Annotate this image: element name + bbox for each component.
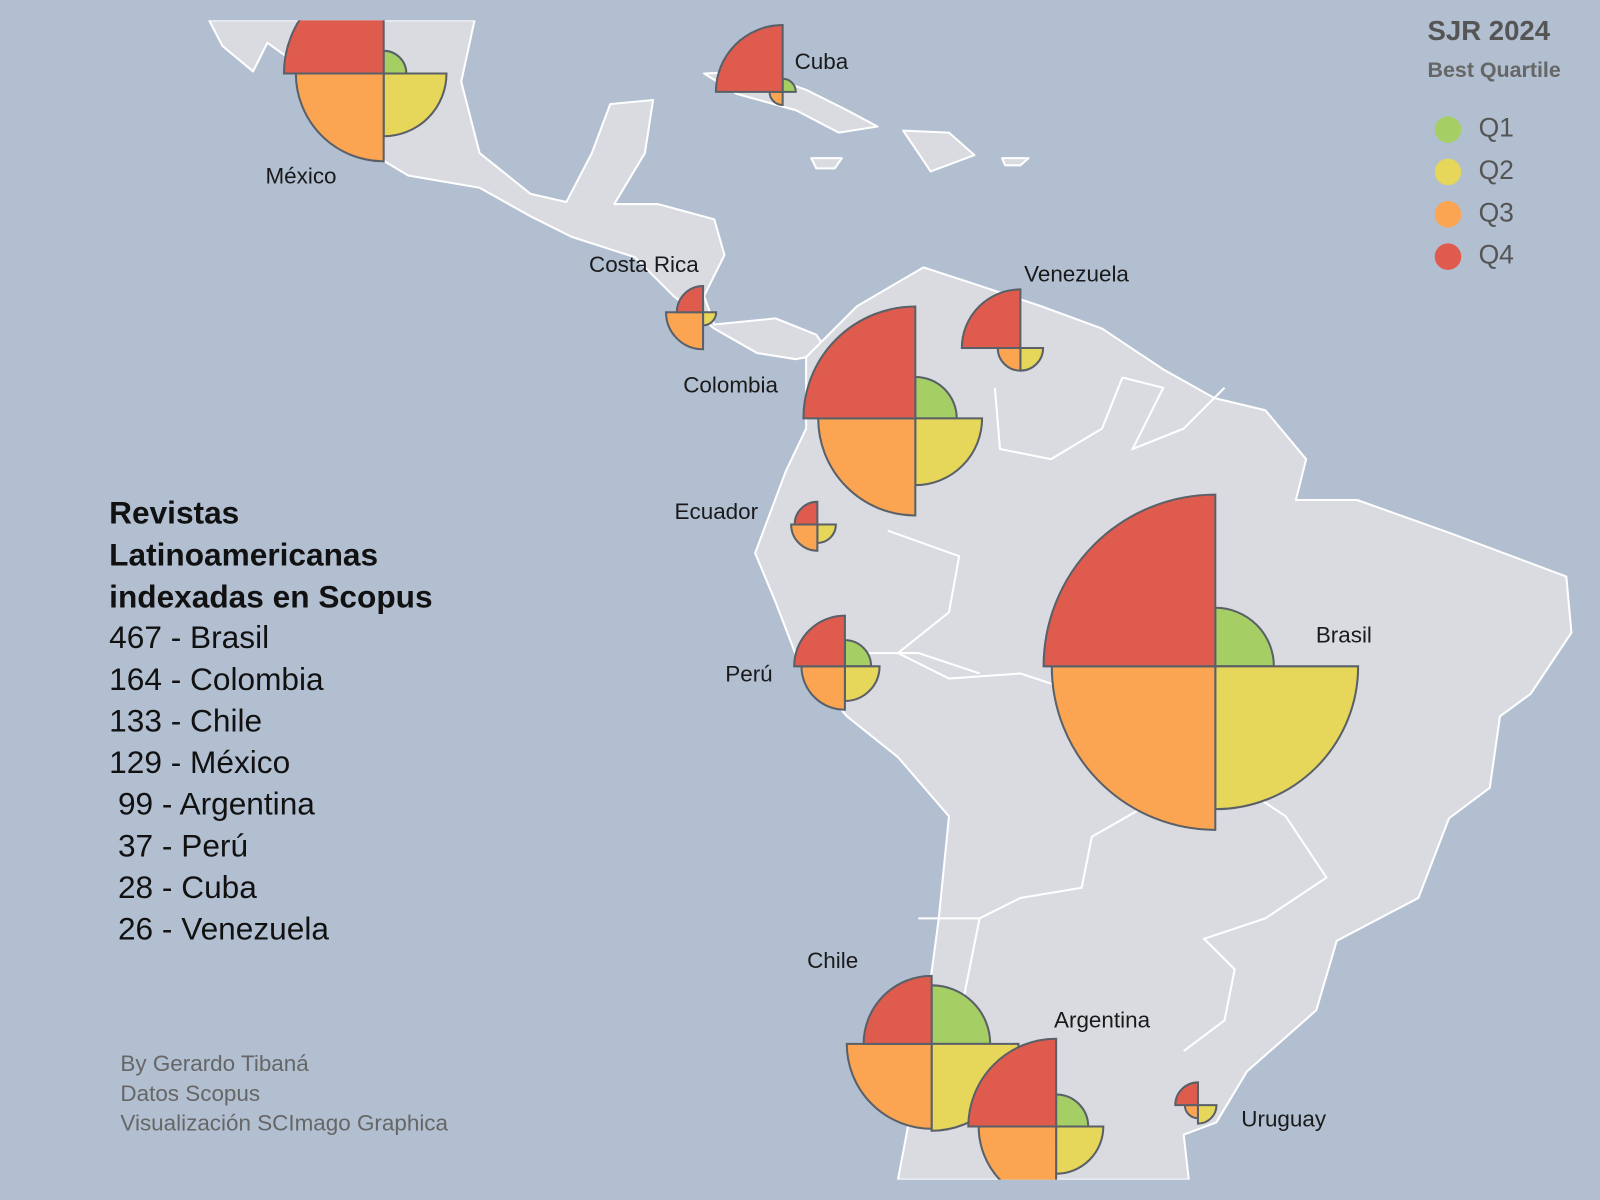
credit-line: Visualización SCImago Graphica <box>120 1110 448 1135</box>
total-line: 28 - Cuba <box>109 869 257 905</box>
jamaica <box>810 157 843 170</box>
text-panel: Revistas Latinoamericanas indexadas en Sco… <box>109 495 448 1136</box>
country-label: Costa Rica <box>589 252 699 277</box>
quadrant <box>1055 1125 1105 1175</box>
country-label: Ecuador <box>675 499 759 524</box>
quadrant <box>930 984 992 1045</box>
quadrant <box>800 665 846 711</box>
quadrant <box>845 1042 933 1130</box>
legend-swatch <box>1434 158 1462 186</box>
total-line: 99 - Argentina <box>109 786 315 822</box>
quadrant <box>1174 1081 1199 1107</box>
country-label: México <box>265 163 336 188</box>
quadrant <box>781 77 797 93</box>
quadrant <box>967 1037 1058 1128</box>
total-line: 26 - Venezuela <box>109 911 329 947</box>
country-label: Cuba <box>795 49 849 74</box>
country-label: Uruguay <box>1241 1106 1327 1131</box>
glyphs <box>282 20 1360 1180</box>
quadrant <box>1050 665 1217 831</box>
quadrant <box>843 639 873 668</box>
title-line: Revistas <box>109 495 239 531</box>
total-line: 37 - Perú <box>109 827 248 863</box>
quadrant <box>294 72 385 163</box>
legend: SJR 2024 Best Quartile Q1 Q2 Q3 Q4 <box>1428 15 1561 270</box>
country-label: Perú <box>725 661 772 686</box>
quadrant <box>914 417 984 487</box>
total-line: 133 - Chile <box>109 702 262 738</box>
country-label: Argentina <box>1054 1007 1151 1032</box>
credit-line: Datos Scopus <box>120 1081 260 1106</box>
quadrant <box>843 665 881 702</box>
title-line: indexadas en Scopus <box>109 578 432 614</box>
hispaniola <box>902 129 976 173</box>
title-line: Latinoamericanas <box>109 537 378 573</box>
country-label: Brasil <box>1316 623 1372 648</box>
total-line: 164 - Colombia <box>109 661 324 697</box>
quadrant <box>960 288 1022 349</box>
quadrant <box>675 285 705 314</box>
legend-label: Q2 <box>1479 155 1514 185</box>
quadrant <box>1214 665 1360 811</box>
quadrant <box>793 614 846 668</box>
quadrant <box>665 311 705 351</box>
legend-swatch <box>1434 243 1462 270</box>
legend-label: Q4 <box>1479 240 1514 270</box>
quadrant <box>714 24 784 93</box>
quadrant <box>1214 606 1275 668</box>
country-label: Chile <box>807 948 858 973</box>
quadrant <box>817 417 917 517</box>
legend-title: SJR 2024 <box>1428 15 1551 46</box>
legend-subtitle: Best Quartile <box>1428 58 1561 82</box>
legend-swatch <box>1434 116 1462 143</box>
quadrant <box>862 974 933 1045</box>
quadrant <box>914 375 958 420</box>
legend-swatch <box>1434 201 1462 228</box>
legend-label: Q1 <box>1479 113 1514 143</box>
country-label: Colombia <box>683 373 778 398</box>
quadrant <box>790 523 819 552</box>
quadrant <box>1042 493 1217 668</box>
quadrant <box>793 500 819 526</box>
quadrant <box>802 305 917 420</box>
total-line: 129 - México <box>109 744 290 780</box>
country-label: Venezuela <box>1024 261 1129 286</box>
total-line: 467 - Brasil <box>109 619 269 655</box>
quadrant <box>282 20 385 75</box>
quadrant <box>1055 1093 1090 1128</box>
quadrant <box>1196 1104 1218 1125</box>
quadrant <box>382 72 448 138</box>
labels: México Cuba Costa Rica Venezuela Colombia Ecu… <box>265 49 1371 1131</box>
puerto-rico <box>1001 157 1030 167</box>
legend-label: Q3 <box>1479 197 1514 227</box>
quadrant <box>977 1125 1058 1180</box>
credit-line: By Gerardo Tibaná <box>120 1051 309 1076</box>
